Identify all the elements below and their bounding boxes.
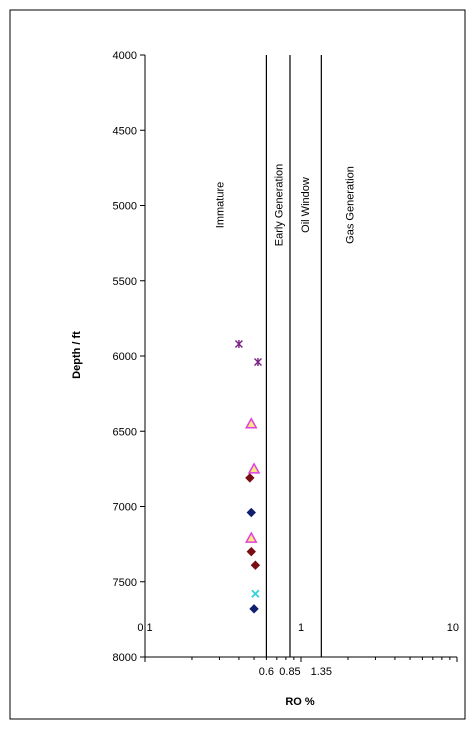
data-point-x xyxy=(251,589,260,598)
boundary-label: 0.85 xyxy=(279,666,300,678)
data-point-diamond xyxy=(246,546,256,557)
x-tick-label: 10 xyxy=(447,622,459,634)
x-tick-label: 1 xyxy=(298,622,304,634)
data-point-diamond xyxy=(245,473,255,483)
zone-label: Early Generation xyxy=(274,164,286,247)
y-tick-label: 5500 xyxy=(113,276,137,288)
data-point-triangle xyxy=(244,531,258,543)
data-point-triangle xyxy=(244,417,258,429)
zone-label: Immature xyxy=(214,182,226,228)
y-tick-label: 4500 xyxy=(113,125,137,137)
y-tick-label: 7000 xyxy=(113,502,137,514)
y-tick-label: 4000 xyxy=(113,50,137,62)
zone-label: Gas Generation xyxy=(345,166,357,244)
chart-border xyxy=(9,9,466,720)
zone-label: Oil Window xyxy=(300,177,312,233)
data-point-triangle xyxy=(247,462,261,474)
boundary-label: 0.6 xyxy=(259,666,274,678)
data-point-x-stroke xyxy=(251,589,260,598)
data-point-diamond xyxy=(246,507,256,518)
x-tick-label: 0.1 xyxy=(137,622,152,634)
y-tick-label: 8000 xyxy=(113,652,137,664)
data-point-star xyxy=(234,339,243,348)
y-tick-label: 5000 xyxy=(113,201,137,213)
y-tick-label: 6000 xyxy=(113,351,137,363)
y-tick-label: 7500 xyxy=(113,577,137,589)
data-point-diamond xyxy=(250,560,261,570)
y-axis-title: Depth / ft xyxy=(71,331,83,379)
data-point-star xyxy=(253,358,262,367)
boundary-label: 1.35 xyxy=(311,666,332,678)
x-axis-title: RO % xyxy=(285,696,315,708)
y-tick-label: 6500 xyxy=(113,426,137,438)
data-point-diamond xyxy=(249,604,259,614)
